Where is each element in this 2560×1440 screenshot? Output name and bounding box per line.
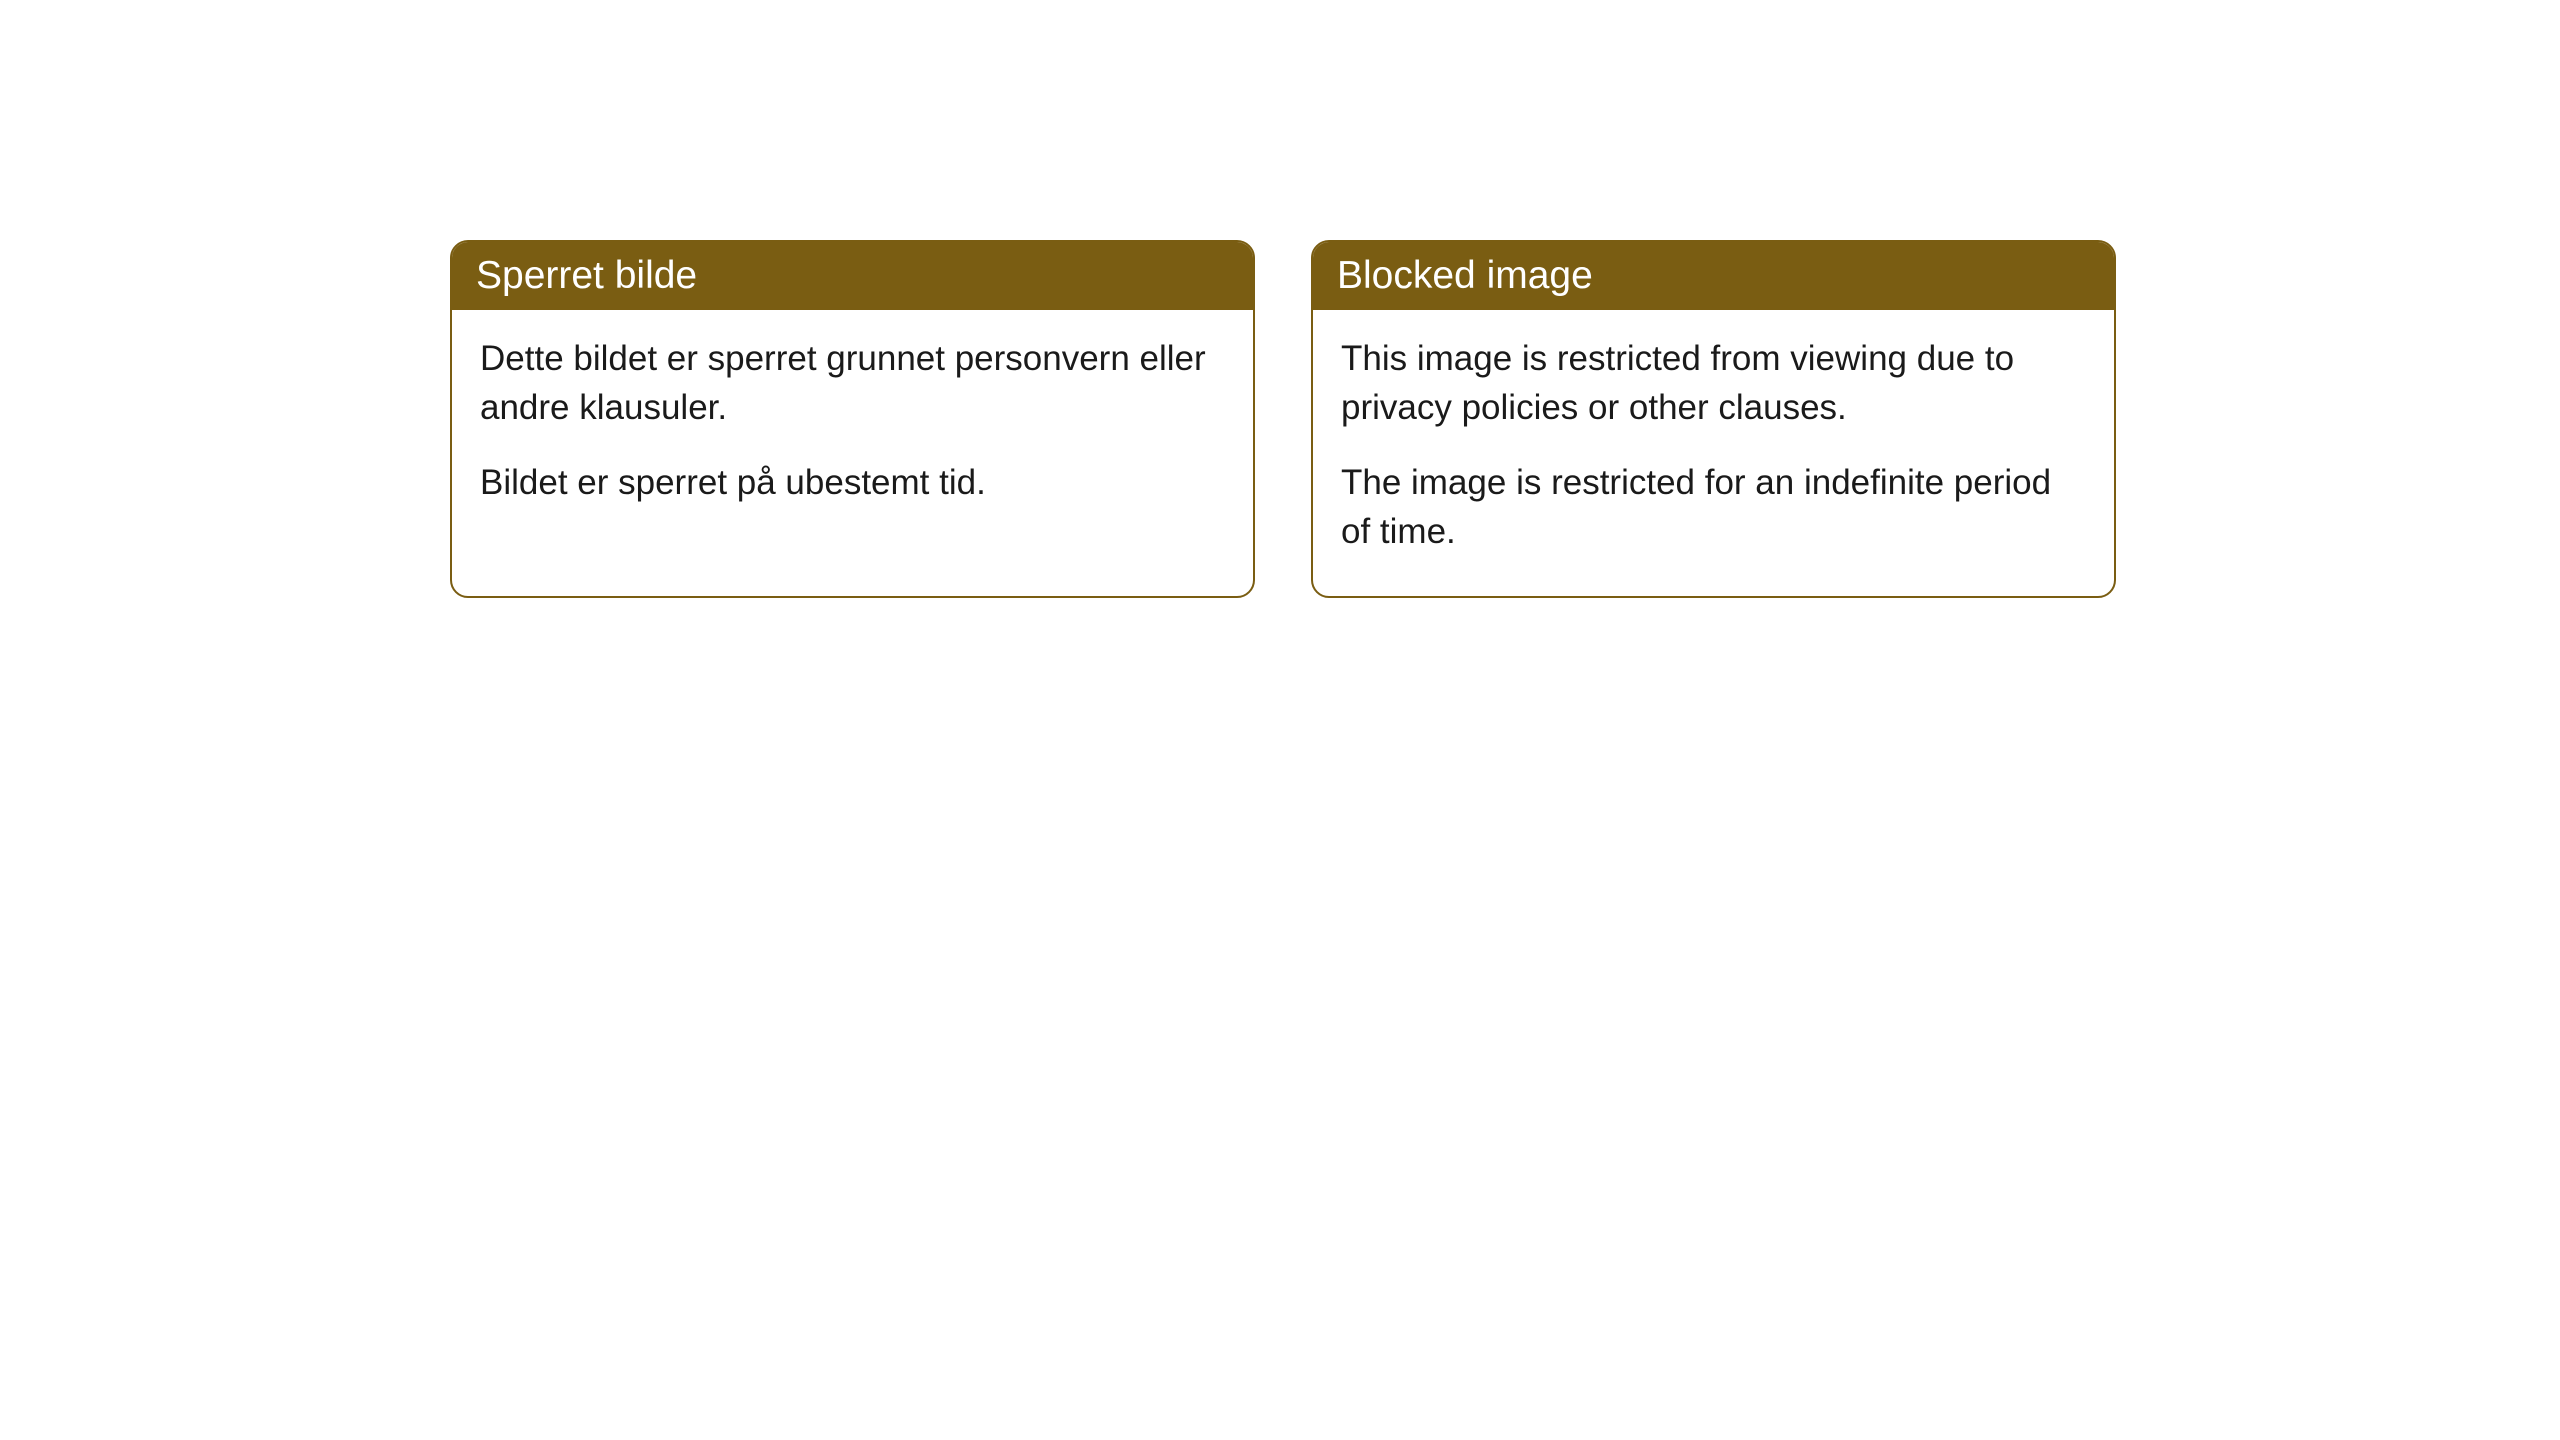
card-title: Sperret bilde [476,254,697,297]
notice-cards-container: Sperret bilde Dette bildet er sperret gr… [450,240,2116,598]
card-body: This image is restricted from viewing du… [1313,310,2114,596]
card-paragraph: The image is restricted for an indefinit… [1341,458,2086,556]
card-paragraph: Bildet er sperret på ubestemt tid. [480,458,1225,507]
notice-card-norwegian: Sperret bilde Dette bildet er sperret gr… [450,240,1255,598]
notice-card-english: Blocked image This image is restricted f… [1311,240,2116,598]
card-paragraph: This image is restricted from viewing du… [1341,334,2086,432]
card-header: Sperret bilde [452,242,1253,310]
card-body: Dette bildet er sperret grunnet personve… [452,310,1253,547]
card-title: Blocked image [1337,254,1593,297]
card-paragraph: Dette bildet er sperret grunnet personve… [480,334,1225,432]
card-header: Blocked image [1313,242,2114,310]
